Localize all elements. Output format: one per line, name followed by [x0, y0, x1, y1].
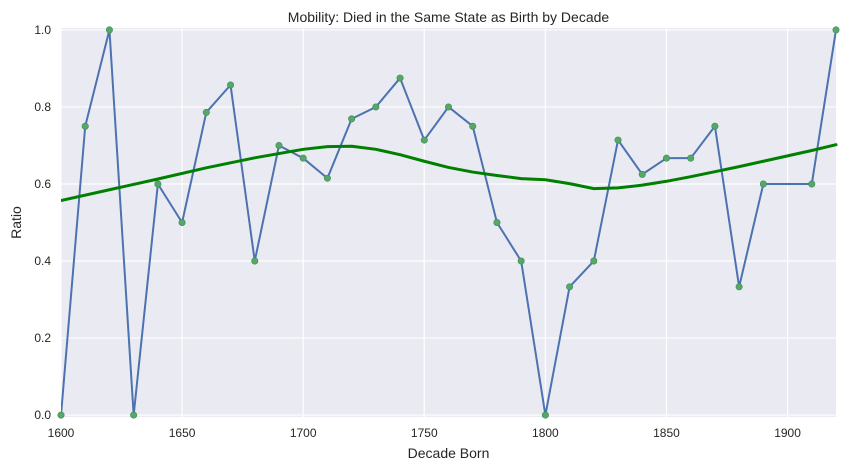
data-point: [735, 283, 743, 291]
y-tick-label: 0.0: [34, 408, 51, 422]
data-point: [808, 180, 816, 188]
ratio-line: [61, 28, 837, 417]
data-point: [130, 411, 138, 419]
trend-line: [61, 143, 838, 203]
data-point: [202, 108, 210, 116]
x-tick-label: 1650: [169, 426, 196, 440]
data-point: [154, 180, 162, 188]
data-point: [517, 257, 525, 265]
data-point: [638, 170, 646, 178]
data-point: [541, 411, 549, 419]
y-tick-label: 1.0: [34, 23, 51, 37]
x-tick-label: 1850: [653, 426, 680, 440]
data-point: [493, 219, 501, 227]
data-point: [687, 154, 695, 162]
data-point: [178, 219, 186, 227]
x-axis: 1600 1650 1700 1750 1800 1850 1900: [48, 426, 802, 440]
data-point: [614, 136, 622, 144]
chart-title: Mobility: Died in the Same State as Birt…: [288, 9, 610, 25]
data-point: [81, 122, 89, 130]
x-tick-label: 1900: [774, 426, 801, 440]
series-layer: [57, 26, 840, 419]
data-point: [590, 257, 598, 265]
y-axis-title: Ratio: [8, 206, 24, 239]
data-point: [420, 136, 428, 144]
data-point: [444, 103, 452, 111]
data-point: [323, 174, 331, 182]
data-point: [57, 411, 65, 419]
y-tick-label: 0.8: [34, 100, 51, 114]
data-point: [759, 180, 767, 188]
x-axis-title: Decade Born: [408, 445, 490, 461]
data-point: [348, 115, 356, 123]
data-point: [662, 154, 670, 162]
y-axis: 0.0 0.2 0.4 0.6 0.8 1.0: [34, 23, 51, 422]
data-point: [469, 122, 477, 130]
data-point: [396, 74, 404, 82]
data-point: [566, 283, 574, 291]
y-tick-label: 0.4: [34, 254, 51, 268]
x-tick-label: 1800: [532, 426, 559, 440]
data-point: [105, 26, 113, 34]
y-tick-label: 0.2: [34, 331, 51, 345]
data-point: [299, 154, 307, 162]
plot-area: [61, 28, 836, 417]
data-point: [372, 103, 380, 111]
data-point: [832, 26, 840, 34]
data-point: [251, 257, 259, 265]
data-point: [711, 122, 719, 130]
x-tick-label: 1750: [411, 426, 438, 440]
data-point: [275, 141, 283, 149]
x-tick-label: 1700: [290, 426, 317, 440]
x-tick-label: 1600: [48, 426, 75, 440]
y-tick-label: 0.6: [34, 177, 51, 191]
data-point: [227, 81, 235, 89]
